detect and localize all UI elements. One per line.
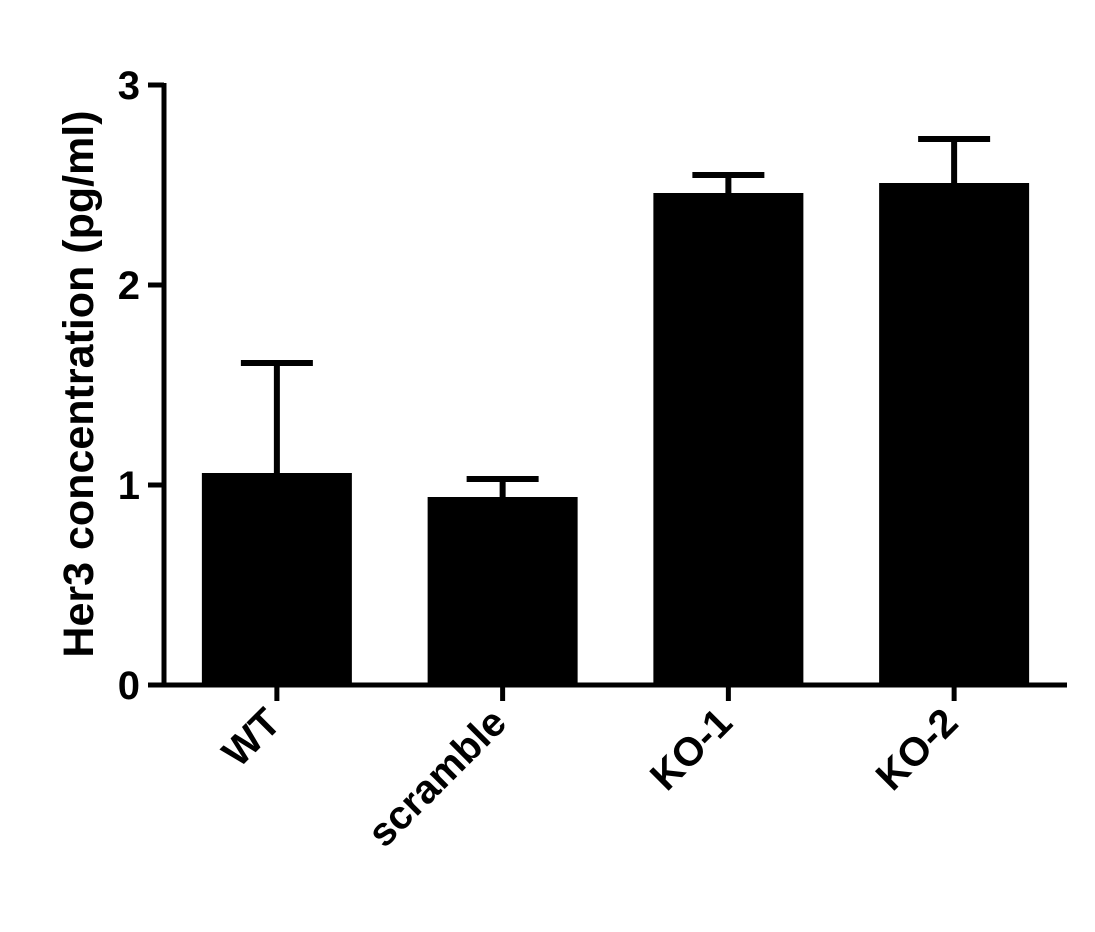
- y-axis-title: Her3 concentration (pg/ml): [55, 110, 103, 657]
- x-tick-label-ko-2: KO-2: [868, 700, 967, 799]
- error-bar-wt: [240, 360, 313, 473]
- y-tick-label: 1: [118, 464, 140, 508]
- error-bars-group: [240, 136, 991, 497]
- axes-group: [161, 83, 1067, 688]
- y-tick-label: 3: [118, 64, 140, 108]
- error-bar-scramble: [466, 476, 539, 497]
- bar-ko-2: [879, 183, 1030, 685]
- x-ticks-group: WT scramble KO-1 KO-2: [214, 685, 966, 856]
- bar-wt: [201, 473, 352, 685]
- error-bar-ko-2: [918, 136, 991, 183]
- error-bar-ko-1: [692, 172, 765, 193]
- x-tick-label-scramble: scramble: [360, 700, 515, 855]
- bar-scramble: [427, 497, 578, 685]
- y-tick-label: 2: [118, 264, 140, 308]
- bar-ko-1: [653, 193, 804, 685]
- x-tick-label-ko-1: KO-1: [642, 700, 741, 799]
- x-tick-label-wt: WT: [214, 700, 289, 775]
- bars-group: [201, 183, 1030, 685]
- y-tick-label: 0: [118, 664, 140, 708]
- y-ticks-group: 0 1 2 3: [118, 64, 164, 708]
